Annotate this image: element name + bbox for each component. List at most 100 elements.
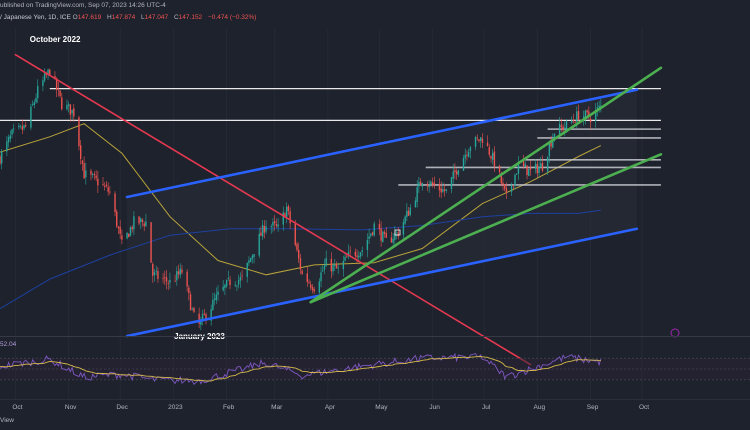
candle-body xyxy=(418,182,420,187)
candle-body xyxy=(486,142,489,147)
candle-body xyxy=(402,222,405,235)
candle-body xyxy=(457,170,460,175)
candle-body xyxy=(186,271,188,287)
x-axis-label: Oct xyxy=(639,404,649,411)
candle-body xyxy=(229,279,231,285)
candle-body xyxy=(6,141,8,152)
candle-body xyxy=(430,181,432,185)
candle-body xyxy=(395,232,398,233)
candle-body xyxy=(287,206,290,211)
candle-body xyxy=(150,222,152,263)
lower-channel-trendline[interactable] xyxy=(125,227,639,338)
candle-body xyxy=(212,299,214,311)
rsi-ma-line xyxy=(0,356,601,382)
green-lower-trendline[interactable] xyxy=(309,153,663,304)
candle-body xyxy=(90,170,92,175)
candle-body xyxy=(81,160,84,164)
candle-body xyxy=(265,226,267,232)
candle-body xyxy=(476,137,478,139)
candle-body xyxy=(474,136,477,147)
candle-body xyxy=(574,121,576,123)
candle-body xyxy=(443,189,446,191)
candle-body xyxy=(241,275,243,277)
open-value: 147.619 xyxy=(77,14,102,21)
candle-body xyxy=(528,168,530,176)
candle-body xyxy=(346,256,348,258)
candle-body xyxy=(558,123,561,136)
candle-body xyxy=(181,269,183,273)
candle-body xyxy=(584,110,587,118)
x-axis-label: Jul xyxy=(482,404,491,411)
candle-body xyxy=(560,125,563,127)
candle-body xyxy=(334,265,336,266)
candle-body xyxy=(248,260,250,264)
candle-body xyxy=(344,256,346,261)
candle-body xyxy=(588,111,590,118)
symbol-name[interactable]: / Japanese Yen, 1D, ICE xyxy=(0,14,71,21)
candle-body xyxy=(565,121,568,130)
downtrend-trendline[interactable] xyxy=(14,53,532,366)
candle-body xyxy=(526,165,528,175)
candle-body xyxy=(298,249,300,259)
candle-body xyxy=(481,138,484,143)
candle-body xyxy=(536,164,539,174)
candle-body xyxy=(426,183,429,187)
candle-body xyxy=(201,314,204,320)
low-value: 147.047 xyxy=(144,14,169,21)
candle-body xyxy=(373,223,375,236)
candle-body xyxy=(261,224,264,237)
candle-body xyxy=(9,135,12,139)
candle-body xyxy=(586,110,588,113)
candle-body xyxy=(260,232,262,236)
candle-body xyxy=(33,102,36,106)
candle-body xyxy=(478,139,480,142)
view-label[interactable]: View xyxy=(0,417,14,424)
candle-body xyxy=(308,282,310,284)
candle-body xyxy=(370,233,372,236)
candle-body xyxy=(69,104,72,115)
candle-body xyxy=(152,264,154,276)
candle-body xyxy=(356,255,358,257)
candle-body xyxy=(552,138,554,148)
green-upper-trendline[interactable] xyxy=(309,66,663,304)
candle-body xyxy=(141,219,144,223)
candle-body xyxy=(116,211,118,227)
pane-separator[interactable] xyxy=(0,336,750,337)
upper-channel-trendline[interactable] xyxy=(125,88,639,199)
candle-body xyxy=(49,69,51,76)
candle-body xyxy=(516,173,518,175)
candle-body xyxy=(392,238,394,243)
candle-body xyxy=(407,210,410,216)
candle-body xyxy=(246,262,248,277)
candle-body xyxy=(200,319,202,325)
candle-body xyxy=(234,284,236,286)
low-label: L xyxy=(141,14,145,21)
candle-body xyxy=(114,193,116,213)
candle-body xyxy=(109,191,111,193)
candle-body xyxy=(541,162,544,171)
candle-body xyxy=(21,126,24,130)
candle-body xyxy=(442,189,444,192)
candle-body xyxy=(205,314,207,320)
close-value: 147.152 xyxy=(178,14,203,21)
candle-body xyxy=(397,232,399,237)
candle-body xyxy=(121,235,123,240)
candle-body xyxy=(464,154,466,159)
candle-body xyxy=(203,313,205,315)
candle-body xyxy=(138,216,140,224)
candle-body xyxy=(282,212,284,225)
candle-body xyxy=(445,189,448,191)
candle-body xyxy=(213,298,216,301)
candle-body xyxy=(272,221,274,226)
candle-body xyxy=(383,231,386,234)
candle-body xyxy=(311,287,314,291)
candle-body xyxy=(215,294,218,300)
candle-body xyxy=(31,104,34,106)
high-label: H xyxy=(107,14,112,21)
candle-body xyxy=(167,283,169,284)
candle-body xyxy=(589,118,592,123)
event-marker-icon[interactable] xyxy=(670,328,680,338)
candle-body xyxy=(164,277,166,279)
candle-body xyxy=(131,226,133,230)
candle-body xyxy=(66,104,68,110)
